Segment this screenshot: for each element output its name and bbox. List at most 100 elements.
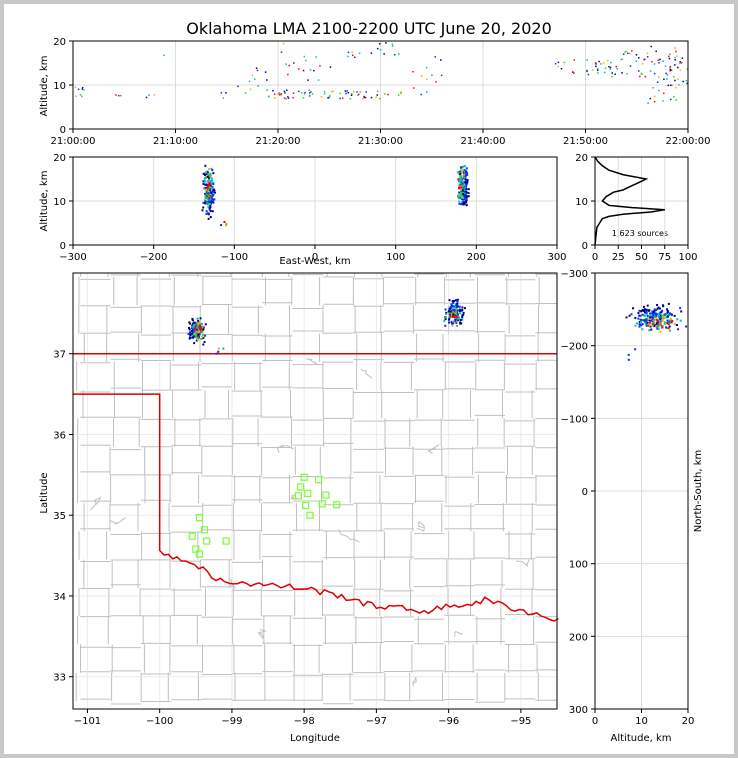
lightning-source-point	[448, 308, 451, 311]
lightning-source-point	[347, 92, 350, 94]
lightning-source-point	[207, 217, 210, 220]
lightning-source-point	[193, 326, 196, 329]
lightning-source-point	[320, 95, 323, 98]
lightning-source-point	[625, 316, 628, 319]
lightning-source-point	[666, 78, 668, 80]
altitude-tick-label: 10	[575, 197, 588, 208]
lightning-source-point	[323, 91, 326, 93]
lightning-source-point	[643, 311, 646, 314]
lightning-source-point	[448, 299, 451, 302]
county-boundary	[80, 442, 557, 451]
lightning-source-point	[198, 330, 201, 333]
lightning-source-point	[673, 323, 676, 326]
lightning-source-point	[351, 51, 354, 54]
lightning-source-point	[462, 201, 465, 204]
lightning-source-point	[673, 314, 676, 317]
lightning-source-point	[190, 327, 193, 330]
lma-station-marker	[200, 526, 209, 534]
lightning-source-point	[209, 206, 212, 209]
lightning-source-point	[674, 47, 676, 49]
lightning-source-point	[118, 94, 120, 97]
lightning-source-point	[293, 62, 295, 64]
lightning-source-point	[204, 189, 207, 192]
lightning-source-point	[74, 86, 77, 89]
lightning-source-point	[681, 57, 684, 59]
lightning-source-point	[206, 180, 209, 183]
lightning-source-point	[670, 321, 673, 324]
lightning-source-point	[379, 49, 382, 51]
lightning-source-point	[668, 55, 670, 58]
lightning-source-point	[458, 202, 461, 205]
lightning-source-point	[461, 178, 464, 181]
lma-figure-svg: Oklahoma LMA 2100-2200 UTC June 20, 2020…	[39, 19, 710, 744]
lightning-source-point	[330, 90, 333, 93]
altitude-tick-label: 0	[582, 241, 588, 252]
lightning-source-point	[458, 197, 461, 200]
lightning-source-point	[624, 51, 626, 53]
lightning-source-point	[666, 312, 669, 315]
lightning-source-point	[668, 322, 671, 325]
lightning-source-point	[679, 319, 682, 322]
county-boundary	[80, 414, 557, 422]
lightning-source-point	[669, 67, 671, 69]
lightning-source-point	[656, 323, 659, 326]
lightning-source-point	[353, 56, 356, 59]
altitude-tick-label: 10	[635, 716, 648, 727]
lightning-source-point	[658, 315, 661, 318]
lightning-source-point	[202, 328, 205, 331]
lightning-source-point	[79, 94, 82, 96]
lightning-source-point	[639, 320, 642, 323]
lightning-source-point	[616, 68, 619, 70]
lightning-source-point	[457, 194, 460, 197]
lightning-source-point	[206, 192, 209, 195]
lightning-source-point	[455, 299, 458, 302]
lightning-source-point	[193, 342, 196, 345]
lightning-source-point	[460, 166, 463, 169]
lightning-source-point	[198, 333, 201, 336]
lightning-source-point	[200, 338, 203, 341]
lightning-source-point	[456, 317, 459, 320]
lightning-source-point	[667, 302, 670, 305]
lightning-source-point	[444, 324, 447, 327]
lightning-source-point	[462, 313, 465, 316]
lightning-source-point	[206, 171, 209, 174]
lightning-source-point	[640, 310, 643, 313]
lightning-source-point	[287, 73, 289, 76]
lightning-source-point	[206, 184, 209, 187]
lightning-source-point	[642, 319, 645, 322]
lightning-source-point	[209, 180, 212, 183]
lightning-source-point	[627, 358, 630, 361]
lightning-source-point	[308, 95, 311, 97]
lightning-source-point	[449, 306, 452, 309]
lightning-source-point	[463, 164, 466, 167]
lightning-source-point	[208, 168, 211, 171]
lightning-source-point	[452, 309, 455, 312]
lightning-source-point	[611, 75, 613, 78]
lightning-source-point	[257, 85, 259, 87]
lightning-source-point	[660, 311, 663, 314]
lightning-source-point	[188, 326, 191, 329]
county-boundary	[80, 386, 557, 393]
lightning-source-point	[650, 45, 653, 48]
lightning-source-point	[647, 322, 650, 325]
lightning-source-point	[452, 301, 455, 304]
lightning-source-point	[206, 186, 209, 189]
lightning-source-point	[460, 322, 463, 325]
lightning-source-point	[211, 210, 214, 213]
lightning-source-point	[212, 181, 215, 184]
lightning-source-point	[426, 78, 428, 81]
ns-tick-label: −100	[561, 414, 588, 425]
lightning-source-point	[440, 59, 442, 61]
water-outline	[257, 628, 267, 640]
lightning-source-point	[370, 52, 373, 54]
altitude-histogram-panel	[591, 156, 689, 249]
plan-view-xlabel: Longitude	[290, 733, 340, 744]
lightning-source-point	[462, 202, 465, 205]
lightning-source-point	[444, 308, 447, 311]
lightning-source-point	[376, 94, 379, 96]
lightning-source-point	[649, 70, 652, 72]
lightning-source-point	[677, 328, 680, 331]
lightning-source-point	[208, 181, 211, 184]
lightning-source-point	[459, 183, 462, 186]
lightning-source-point	[463, 307, 466, 310]
